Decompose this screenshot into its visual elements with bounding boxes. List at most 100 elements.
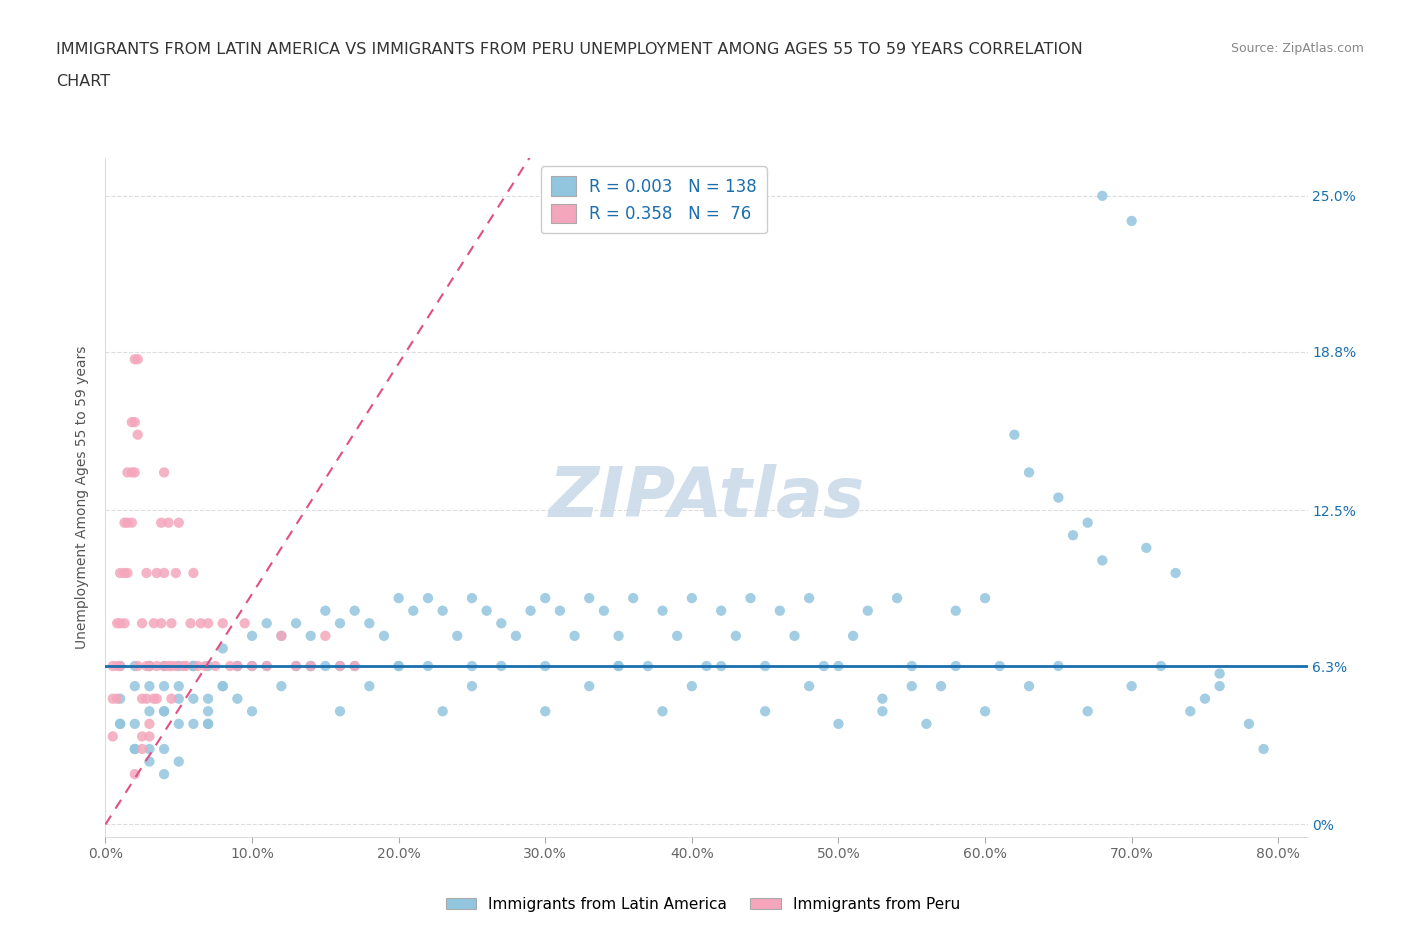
Point	[593, 604, 616, 618]
Point	[150, 616, 173, 631]
Point	[681, 679, 703, 694]
Point	[219, 658, 242, 673]
Point	[131, 691, 153, 706]
Point	[256, 658, 278, 673]
Point	[233, 616, 256, 631]
Point	[124, 352, 146, 366]
Point	[135, 658, 157, 673]
Point	[165, 658, 187, 673]
Point	[607, 629, 630, 644]
Point	[886, 591, 908, 605]
Point	[329, 616, 352, 631]
Point	[270, 629, 292, 644]
Point	[461, 591, 484, 605]
Point	[359, 679, 381, 694]
Point	[446, 629, 468, 644]
Point	[131, 729, 153, 744]
Legend: Immigrants from Latin America, Immigrants from Peru: Immigrants from Latin America, Immigrant…	[440, 891, 966, 918]
Point	[740, 591, 762, 605]
Point	[160, 616, 183, 631]
Point	[240, 658, 263, 673]
Point	[1121, 679, 1143, 694]
Point	[388, 591, 411, 605]
Point	[564, 629, 586, 644]
Point	[183, 658, 205, 673]
Point	[174, 658, 197, 673]
Point	[183, 716, 205, 731]
Point	[491, 616, 513, 631]
Text: IMMIGRANTS FROM LATIN AMERICA VS IMMIGRANTS FROM PERU UNEMPLOYMENT AMONG AGES 55: IMMIGRANTS FROM LATIN AMERICA VS IMMIGRA…	[56, 42, 1083, 57]
Point	[124, 679, 146, 694]
Point	[1208, 666, 1230, 681]
Point	[211, 641, 233, 656]
Point	[1018, 465, 1040, 480]
Point	[131, 616, 153, 631]
Point	[167, 515, 190, 530]
Point	[1237, 716, 1260, 731]
Point	[1180, 704, 1202, 719]
Point	[101, 691, 124, 706]
Point	[179, 616, 201, 631]
Point	[108, 716, 131, 731]
Point	[754, 658, 776, 673]
Point	[153, 658, 176, 673]
Point	[637, 658, 659, 673]
Point	[101, 729, 124, 744]
Point	[402, 604, 425, 618]
Point	[461, 679, 484, 694]
Point	[461, 658, 484, 673]
Point	[153, 565, 176, 580]
Point	[842, 629, 865, 644]
Point	[974, 704, 997, 719]
Point	[165, 565, 187, 580]
Point	[872, 704, 894, 719]
Point	[314, 658, 336, 673]
Point	[900, 679, 922, 694]
Point	[651, 604, 673, 618]
Point	[197, 716, 219, 731]
Point	[183, 658, 205, 673]
Point	[314, 629, 336, 644]
Point	[285, 658, 308, 673]
Point	[695, 658, 717, 673]
Point	[240, 658, 263, 673]
Point	[797, 591, 820, 605]
Point	[187, 658, 209, 673]
Point	[153, 658, 176, 673]
Point	[343, 658, 366, 673]
Point	[1121, 214, 1143, 229]
Point	[211, 679, 233, 694]
Point	[651, 704, 673, 719]
Point	[270, 679, 292, 694]
Point	[299, 658, 322, 673]
Point	[124, 741, 146, 756]
Point	[226, 691, 249, 706]
Point	[138, 658, 160, 673]
Point	[797, 679, 820, 694]
Point	[754, 704, 776, 719]
Point	[226, 658, 249, 673]
Point	[343, 658, 366, 673]
Point	[117, 565, 139, 580]
Point	[578, 679, 600, 694]
Point	[167, 754, 190, 769]
Point	[127, 427, 149, 442]
Point	[142, 691, 165, 706]
Point	[153, 741, 176, 756]
Point	[329, 658, 352, 673]
Point	[872, 691, 894, 706]
Point	[988, 658, 1011, 673]
Point	[135, 565, 157, 580]
Point	[117, 465, 139, 480]
Point	[145, 658, 167, 673]
Point	[329, 704, 352, 719]
Point	[373, 629, 395, 644]
Point	[211, 679, 233, 694]
Point	[1062, 528, 1084, 543]
Point	[145, 565, 167, 580]
Point	[145, 691, 167, 706]
Point	[607, 658, 630, 673]
Point	[945, 658, 967, 673]
Point	[160, 658, 183, 673]
Point	[138, 754, 160, 769]
